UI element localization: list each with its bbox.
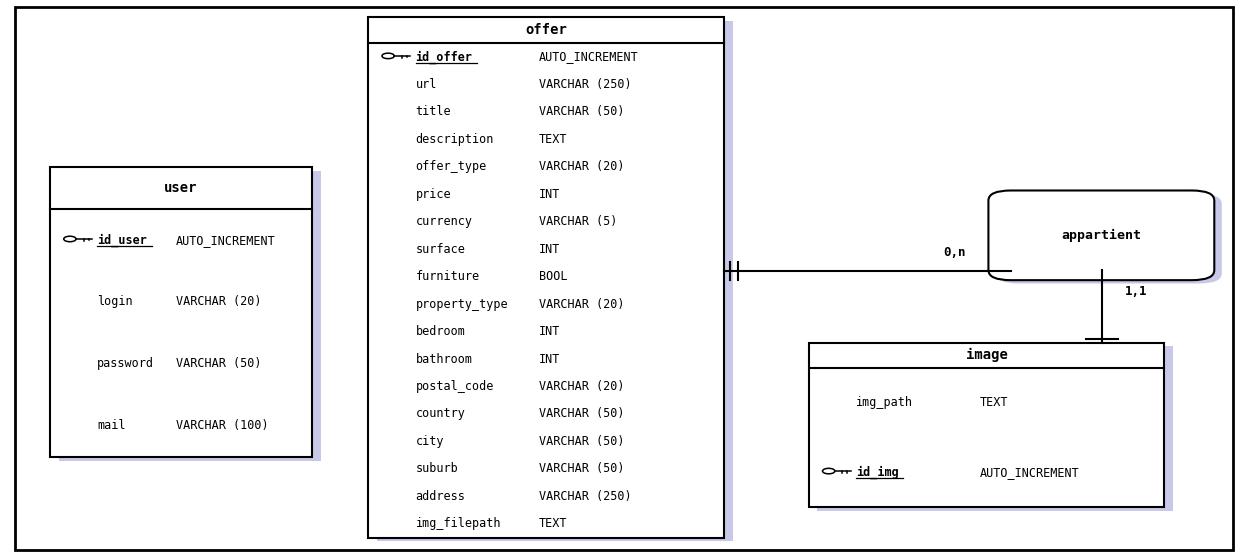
Text: id_img: id_img: [856, 466, 899, 479]
Text: id_user: id_user: [97, 233, 147, 247]
Text: id_offer: id_offer: [416, 50, 473, 63]
Text: AUTO_INCREMENT: AUTO_INCREMENT: [980, 466, 1080, 478]
Text: bedroom: bedroom: [416, 325, 466, 338]
Text: url: url: [416, 78, 437, 91]
Text: image: image: [966, 348, 1007, 363]
Text: INT: INT: [539, 188, 560, 201]
FancyBboxPatch shape: [377, 21, 733, 541]
Text: password: password: [97, 358, 155, 370]
Text: user: user: [165, 181, 197, 195]
Text: offer: offer: [525, 23, 567, 37]
Text: INT: INT: [539, 353, 560, 365]
Text: mail: mail: [97, 419, 126, 432]
FancyBboxPatch shape: [996, 194, 1222, 284]
FancyBboxPatch shape: [809, 343, 1164, 507]
Text: appartient: appartient: [1061, 229, 1142, 242]
Text: VARCHAR (250): VARCHAR (250): [539, 78, 631, 91]
FancyBboxPatch shape: [817, 346, 1173, 511]
Text: city: city: [416, 435, 444, 448]
Text: TEXT: TEXT: [980, 396, 1008, 409]
Text: 1,1: 1,1: [1124, 285, 1147, 298]
Text: country: country: [416, 408, 466, 421]
Text: VARCHAR (20): VARCHAR (20): [539, 160, 624, 173]
Text: price: price: [416, 188, 452, 201]
Text: INT: INT: [539, 325, 560, 338]
Text: AUTO_INCREMENT: AUTO_INCREMENT: [176, 233, 276, 247]
Text: VARCHAR (50): VARCHAR (50): [539, 408, 624, 421]
Text: title: title: [416, 105, 452, 119]
Text: VARCHAR (50): VARCHAR (50): [539, 462, 624, 475]
Text: address: address: [416, 490, 466, 503]
Text: 0,n: 0,n: [943, 246, 966, 259]
Text: BOOL: BOOL: [539, 270, 568, 283]
FancyBboxPatch shape: [368, 17, 724, 538]
Text: property_type: property_type: [416, 297, 508, 311]
Text: VARCHAR (20): VARCHAR (20): [176, 295, 261, 309]
Text: AUTO_INCREMENT: AUTO_INCREMENT: [539, 51, 639, 63]
Text: description: description: [416, 133, 494, 146]
Text: VARCHAR (50): VARCHAR (50): [539, 105, 624, 119]
Text: VARCHAR (250): VARCHAR (250): [539, 490, 631, 503]
Text: suburb: suburb: [416, 462, 458, 475]
FancyBboxPatch shape: [50, 167, 312, 457]
Text: img_path: img_path: [856, 396, 914, 409]
Text: VARCHAR (20): VARCHAR (20): [539, 297, 624, 311]
Text: postal_code: postal_code: [416, 380, 494, 393]
FancyBboxPatch shape: [988, 190, 1214, 280]
Text: VARCHAR (50): VARCHAR (50): [539, 435, 624, 448]
Text: VARCHAR (100): VARCHAR (100): [176, 419, 268, 432]
Text: currency: currency: [416, 215, 473, 228]
FancyBboxPatch shape: [59, 171, 321, 461]
Text: surface: surface: [416, 243, 466, 256]
Text: bathroom: bathroom: [416, 353, 473, 365]
Text: VARCHAR (20): VARCHAR (20): [539, 380, 624, 393]
Text: TEXT: TEXT: [539, 517, 568, 530]
Text: VARCHAR (50): VARCHAR (50): [176, 358, 261, 370]
Text: furniture: furniture: [416, 270, 479, 283]
Text: login: login: [97, 295, 134, 309]
Text: offer_type: offer_type: [416, 160, 487, 173]
Text: VARCHAR (5): VARCHAR (5): [539, 215, 618, 228]
Text: INT: INT: [539, 243, 560, 256]
Text: img_filepath: img_filepath: [416, 517, 502, 530]
Text: TEXT: TEXT: [539, 133, 568, 146]
